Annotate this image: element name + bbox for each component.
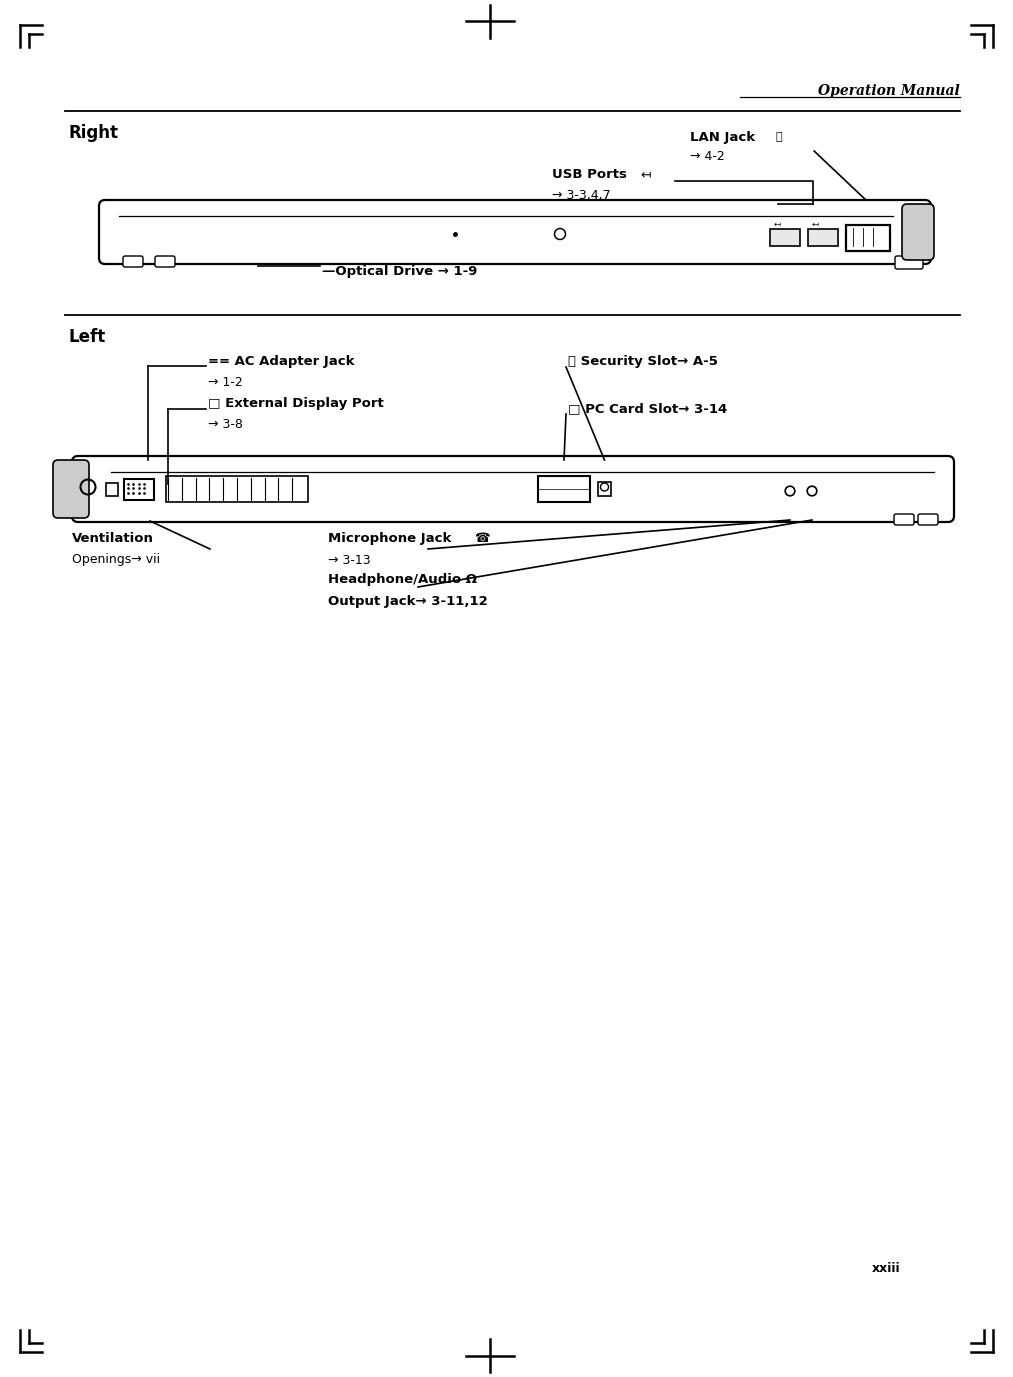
Text: → 3-3,4,7: → 3-3,4,7 (552, 189, 611, 201)
Bar (538, 476, 590, 503)
Bar (846, 224, 890, 251)
FancyBboxPatch shape (902, 204, 934, 260)
Text: Headphone/Audio Ω: Headphone/Audio Ω (328, 573, 477, 587)
Text: —Optical Drive → 1-9: —Optical Drive → 1-9 (322, 264, 477, 278)
Text: ↤: ↤ (774, 219, 780, 229)
Text: ☎: ☎ (474, 533, 489, 545)
Bar (166, 476, 308, 503)
Bar (598, 482, 611, 496)
Text: USB Ports: USB Ports (552, 168, 627, 182)
FancyBboxPatch shape (72, 456, 954, 522)
Text: Microphone Jack: Microphone Jack (328, 533, 452, 545)
FancyBboxPatch shape (99, 200, 931, 264)
FancyBboxPatch shape (123, 256, 143, 267)
Text: Ventilation: Ventilation (72, 533, 154, 545)
FancyBboxPatch shape (894, 514, 914, 525)
Bar (770, 229, 800, 246)
Text: □ PC Card Slot→ 3-14: □ PC Card Slot→ 3-14 (568, 402, 727, 416)
Text: == AC Adapter Jack: == AC Adapter Jack (208, 354, 355, 368)
Text: xxiii: xxiii (872, 1263, 901, 1275)
Text: ↤: ↤ (640, 168, 650, 182)
FancyBboxPatch shape (918, 514, 938, 525)
Text: Output Jack→ 3-11,12: Output Jack→ 3-11,12 (328, 595, 487, 607)
FancyBboxPatch shape (53, 460, 89, 518)
Text: Operation Manual: Operation Manual (819, 84, 960, 98)
Text: ↤: ↤ (811, 219, 819, 229)
Bar (808, 229, 838, 246)
Text: → 1-2: → 1-2 (208, 376, 243, 388)
Text: → 3-8: → 3-8 (208, 419, 243, 431)
Text: Openings→ vii: Openings→ vii (72, 554, 160, 566)
Text: → 3-13: → 3-13 (328, 554, 371, 566)
Text: → 4-2: → 4-2 (690, 150, 724, 164)
FancyBboxPatch shape (155, 256, 175, 267)
Text: Right: Right (68, 124, 118, 142)
Text: ⎕: ⎕ (776, 132, 783, 142)
Text: □ External Display Port: □ External Display Port (208, 398, 384, 410)
FancyBboxPatch shape (895, 256, 923, 269)
Text: LAN Jack: LAN Jack (690, 131, 755, 143)
Text: 🔒 Security Slot→ A-5: 🔒 Security Slot→ A-5 (568, 354, 718, 368)
Text: Left: Left (68, 328, 105, 346)
Bar (124, 479, 154, 500)
Bar (106, 483, 118, 496)
